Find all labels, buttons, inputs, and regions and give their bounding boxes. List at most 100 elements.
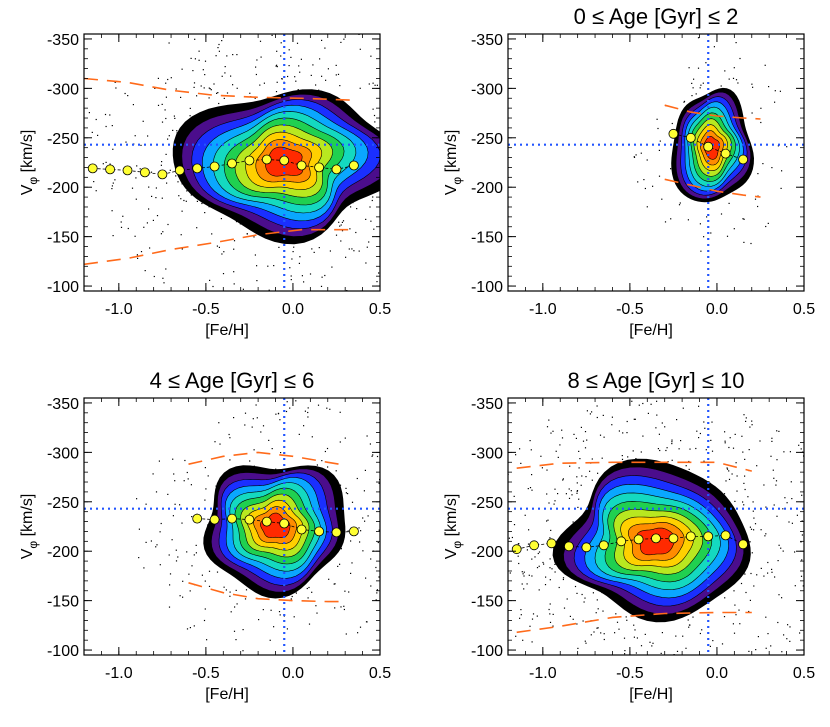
scatter-point xyxy=(351,501,354,503)
scatter-point xyxy=(327,68,329,70)
scatter-point xyxy=(771,167,773,169)
scatter-point xyxy=(168,42,170,44)
scatter-point xyxy=(307,308,308,309)
scatter-point xyxy=(770,455,772,457)
scatter-point xyxy=(367,515,369,517)
scatter-point xyxy=(443,221,444,222)
scatter-point xyxy=(691,82,693,84)
scatter-point xyxy=(791,498,793,500)
scatter-point xyxy=(461,161,462,162)
scatter-point xyxy=(148,208,150,210)
scatter-point xyxy=(698,405,700,407)
scatter-point xyxy=(271,448,273,450)
scatter-point xyxy=(275,65,277,67)
median-point xyxy=(598,540,609,551)
scatter-point xyxy=(249,460,251,462)
scatter-point xyxy=(724,442,726,444)
scatter-point xyxy=(597,608,599,610)
scatter-point xyxy=(223,251,225,253)
median-point xyxy=(296,160,307,171)
scatter-point xyxy=(154,87,156,89)
scatter-point xyxy=(328,578,330,580)
scatter-point xyxy=(236,54,238,56)
scatter-point xyxy=(595,612,597,614)
scatter-point xyxy=(679,202,681,204)
scatter-point xyxy=(665,449,667,452)
scatter-point xyxy=(208,570,211,572)
median-point xyxy=(720,530,731,541)
scatter-point xyxy=(517,555,519,557)
scatter-point xyxy=(531,618,534,620)
scatter-point xyxy=(576,492,578,494)
scatter-point xyxy=(365,218,367,220)
scatter-point xyxy=(366,435,368,437)
median-point xyxy=(157,169,168,180)
scatter-point xyxy=(638,404,640,406)
scatter-point xyxy=(720,85,722,87)
scatter-point xyxy=(288,49,290,51)
dispersion-curve-2 xyxy=(516,611,752,634)
scatter-point xyxy=(242,288,244,290)
scatter-point xyxy=(359,541,361,543)
y-tick-label: -100 xyxy=(47,643,79,660)
scatter-point xyxy=(338,221,340,223)
scatter-point xyxy=(520,614,522,616)
scatter-point xyxy=(256,265,258,267)
scatter-point xyxy=(661,198,663,200)
scatter-point xyxy=(109,163,111,165)
scatter-point xyxy=(640,451,642,453)
scatter-point xyxy=(276,50,278,52)
scatter-point xyxy=(438,204,439,205)
scatter-point xyxy=(735,462,737,464)
scatter-point xyxy=(384,81,385,82)
scatter-point xyxy=(195,552,197,554)
scatter-point xyxy=(242,305,243,306)
scatter-point xyxy=(744,488,746,491)
scatter-point xyxy=(242,650,244,652)
scatter-point xyxy=(736,490,738,492)
scatter-point xyxy=(252,418,254,420)
scatter-point xyxy=(450,225,451,226)
scatter-point xyxy=(548,419,550,421)
scatter-point xyxy=(382,282,383,283)
scatter-point xyxy=(745,420,747,422)
scatter-point xyxy=(625,616,627,618)
scatter-point xyxy=(385,576,386,577)
scatter-point xyxy=(697,37,700,39)
scatter-point xyxy=(680,440,682,442)
scatter-point xyxy=(682,635,684,637)
scatter-point xyxy=(217,31,218,32)
scatter-point xyxy=(446,231,447,232)
scatter-point xyxy=(218,246,220,248)
scatter-point xyxy=(529,625,531,627)
scatter-point xyxy=(138,528,140,530)
scatter-point xyxy=(269,639,271,641)
scatter-point xyxy=(233,240,236,242)
median-point xyxy=(227,158,237,169)
scatter-point xyxy=(273,293,274,294)
scatter-point xyxy=(112,235,114,237)
scatter-point xyxy=(388,237,389,238)
scatter-point xyxy=(763,484,765,486)
scatter-point xyxy=(258,619,260,621)
scatter-point xyxy=(416,523,417,524)
y-tick-label: -300 xyxy=(471,81,503,98)
scatter-point xyxy=(678,204,681,206)
scatter-point xyxy=(405,528,406,529)
scatter-point xyxy=(739,660,740,661)
scatter-point xyxy=(158,460,160,462)
scatter-point xyxy=(591,411,593,413)
scatter-point xyxy=(800,448,802,450)
scatter-point xyxy=(767,561,769,564)
scatter-point xyxy=(301,25,302,26)
scatter-point xyxy=(728,470,730,472)
scatter-point xyxy=(771,571,773,573)
scatter-point xyxy=(190,484,192,486)
scatter-point xyxy=(647,681,648,682)
scatter-point xyxy=(508,537,510,539)
scatter-point xyxy=(339,484,342,486)
scatter-point xyxy=(504,607,505,608)
scatter-point xyxy=(429,248,430,249)
plot-area xyxy=(508,34,804,291)
